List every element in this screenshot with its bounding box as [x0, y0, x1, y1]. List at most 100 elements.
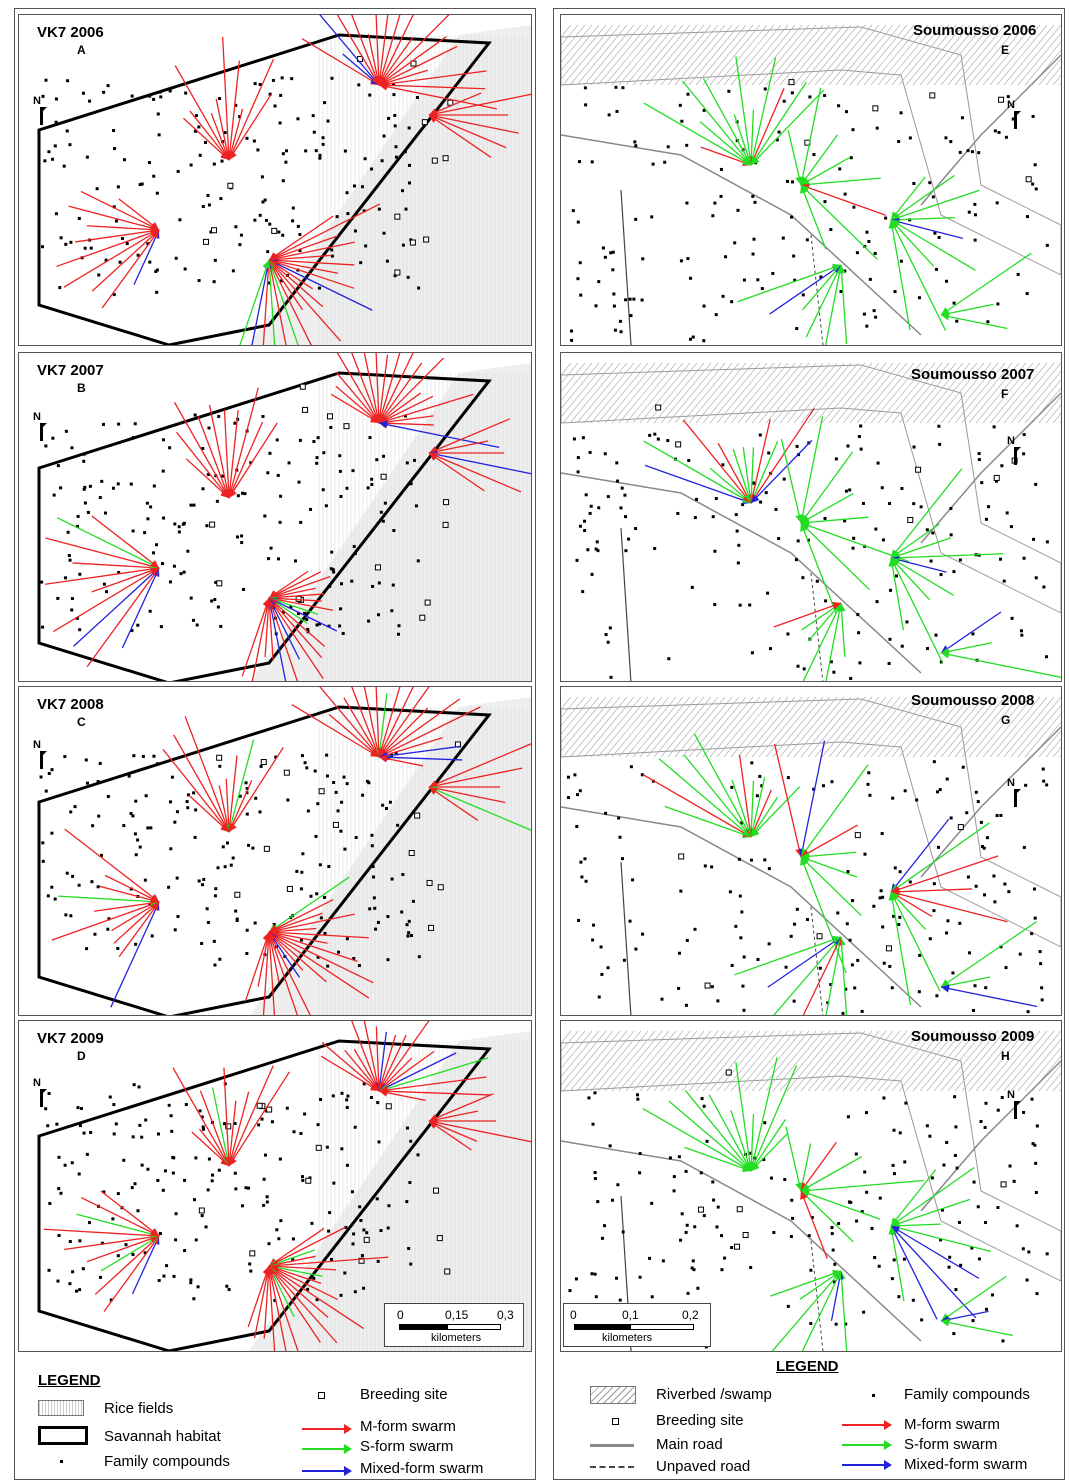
family-compound-dot — [194, 1238, 198, 1242]
family-compound-dot — [808, 95, 812, 99]
family-compound-dot — [833, 1262, 837, 1266]
family-compound-dot — [1005, 511, 1009, 515]
swamp-hatch — [561, 1030, 600, 1078]
family-compound-dot — [258, 82, 262, 86]
family-compound-dot — [107, 917, 111, 921]
family-compound-dot — [41, 841, 45, 845]
swamp-hatch — [709, 24, 761, 86]
swamp-hatch — [674, 1030, 726, 1092]
family-compound-dot — [607, 113, 611, 117]
swarm-arrow-line — [268, 597, 324, 680]
family-compound-dot — [276, 473, 280, 477]
family-compound-dot — [786, 632, 790, 636]
map-panel-soumousso-2008: Soumousso 2008 G N — [560, 686, 1062, 1016]
panel-title: Soumousso 2008 — [911, 692, 1035, 709]
family-compound-dot — [143, 531, 147, 535]
swamp-hatch — [723, 696, 775, 758]
swarm-arrowhead — [751, 156, 760, 165]
swarm-arrow-line — [268, 1265, 295, 1318]
family-compound-dot — [566, 775, 570, 779]
breeding-site-marker — [266, 1106, 273, 1113]
family-compound-dot — [581, 436, 585, 440]
swarm-arrow-line — [378, 36, 414, 86]
swamp-hatch — [835, 696, 887, 758]
family-compound-dot — [131, 436, 135, 440]
family-compound-dot — [206, 1188, 210, 1192]
family-compound-dot — [162, 438, 166, 442]
family-compound-dot — [156, 1178, 160, 1182]
family-compound-dot — [1025, 1278, 1029, 1282]
swarm-arrow-line — [80, 190, 160, 231]
swarm-arrowhead — [150, 559, 159, 568]
family-compound-dot — [146, 242, 150, 246]
swarm-arrow-line — [268, 1265, 323, 1277]
family-compound-dot — [195, 623, 199, 627]
family-compound-dot — [152, 754, 156, 758]
swarm-arrowhead — [888, 220, 897, 229]
family-compound-dot — [386, 1226, 390, 1230]
family-compound-dot — [345, 782, 349, 786]
swarm-arrow-line — [268, 259, 355, 289]
swamp-hatch — [891, 1030, 943, 1092]
swamp-hatch — [695, 362, 747, 424]
swamp-hatch — [765, 696, 817, 758]
family-compound-dot — [132, 754, 136, 758]
swamp-hatch — [561, 362, 572, 376]
family-compound-dot — [967, 210, 971, 214]
family-compound-dot — [595, 540, 599, 544]
family-compound-dot — [1006, 95, 1010, 99]
swarm-arrow-line — [643, 102, 752, 166]
swarm-arrow-line — [769, 264, 842, 315]
family-compound-dot — [65, 129, 69, 133]
family-compound-dot — [82, 459, 86, 463]
swamp-hatch — [716, 1030, 768, 1092]
family-compound-dot — [77, 1172, 81, 1176]
family-compound-dot — [716, 999, 720, 1003]
family-compound-dot — [617, 816, 621, 820]
swarm-arrow-line — [378, 707, 429, 758]
swamp-hatch — [716, 362, 768, 424]
family-compound-dot — [882, 961, 886, 965]
swamp-hatch — [695, 24, 747, 86]
family-compound-dot — [258, 213, 262, 217]
family-compound-dot — [736, 561, 740, 565]
family-compound-dot — [332, 1181, 336, 1185]
panel-title: Soumousso 2006 — [913, 22, 1037, 39]
family-compound-dot — [900, 486, 904, 490]
family-compound-dot — [830, 1226, 834, 1230]
breeding-site-marker — [256, 1102, 263, 1109]
swarm-arrow-line — [58, 895, 160, 903]
family-compound-dot — [278, 520, 282, 524]
swarm-arrow-line — [890, 891, 912, 1006]
family-compound-dot — [200, 941, 204, 945]
swarm-arrowhead — [262, 1266, 271, 1275]
family-compound-dot — [200, 883, 204, 887]
family-compound-dot — [872, 309, 876, 313]
family-compound-dot — [299, 1132, 303, 1136]
swamp-hatch — [954, 1030, 1006, 1092]
swarm-arrow-line — [268, 1265, 299, 1351]
swarm-arrow-line — [162, 748, 230, 833]
family-compound-dot — [912, 502, 916, 506]
family-compound-dot — [826, 1001, 830, 1005]
panel-letter: D — [77, 1049, 86, 1063]
swarm-arrow-line — [428, 418, 511, 454]
swamp-hatch — [1017, 1038, 1061, 1092]
family-compound-dot — [332, 781, 336, 785]
swamp-hatch — [1017, 32, 1061, 86]
family-compound-dot — [653, 432, 657, 436]
family-compound-dot — [362, 1082, 366, 1086]
swarm-arrow-line — [118, 198, 160, 231]
swamp-hatch — [1045, 738, 1061, 758]
swarm-arrow-line — [268, 1265, 321, 1343]
family-compound-dot — [594, 304, 598, 308]
swamp-hatch — [772, 696, 824, 758]
swarm-arrow-line — [80, 1197, 160, 1237]
family-compound-dot — [185, 800, 189, 804]
family-compound-dot — [275, 438, 279, 442]
swarm-arrow-line — [378, 687, 401, 758]
family-compound-dot — [677, 986, 681, 990]
swamp-hatch — [597, 24, 649, 86]
swamp-hatch — [702, 24, 754, 86]
swamp-hatch — [709, 1030, 761, 1092]
